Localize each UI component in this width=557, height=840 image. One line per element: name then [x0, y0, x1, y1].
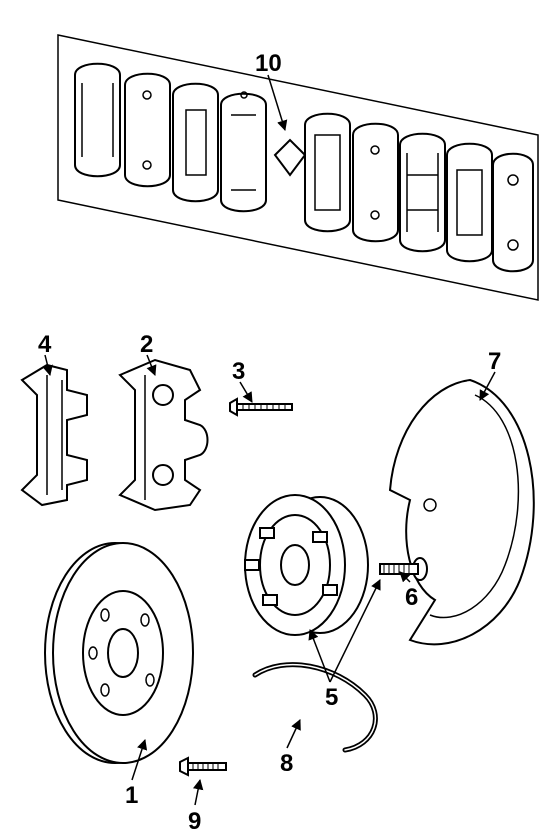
callout-8: 8: [280, 750, 293, 778]
callout-2: 2: [140, 331, 153, 359]
callout-7: 7: [488, 348, 501, 376]
callout-9: 9: [188, 808, 201, 836]
callout-1: 1: [125, 782, 138, 810]
callout-4: 4: [38, 331, 51, 359]
callout-6: 6: [405, 584, 418, 612]
parts-diagram-canvas: 1 2 3 4 5 6 7 8 9 10: [0, 0, 557, 840]
callout-10: 10: [255, 50, 282, 78]
callout-3: 3: [232, 358, 245, 386]
leader-lines: [0, 0, 557, 840]
callout-5: 5: [325, 684, 338, 712]
